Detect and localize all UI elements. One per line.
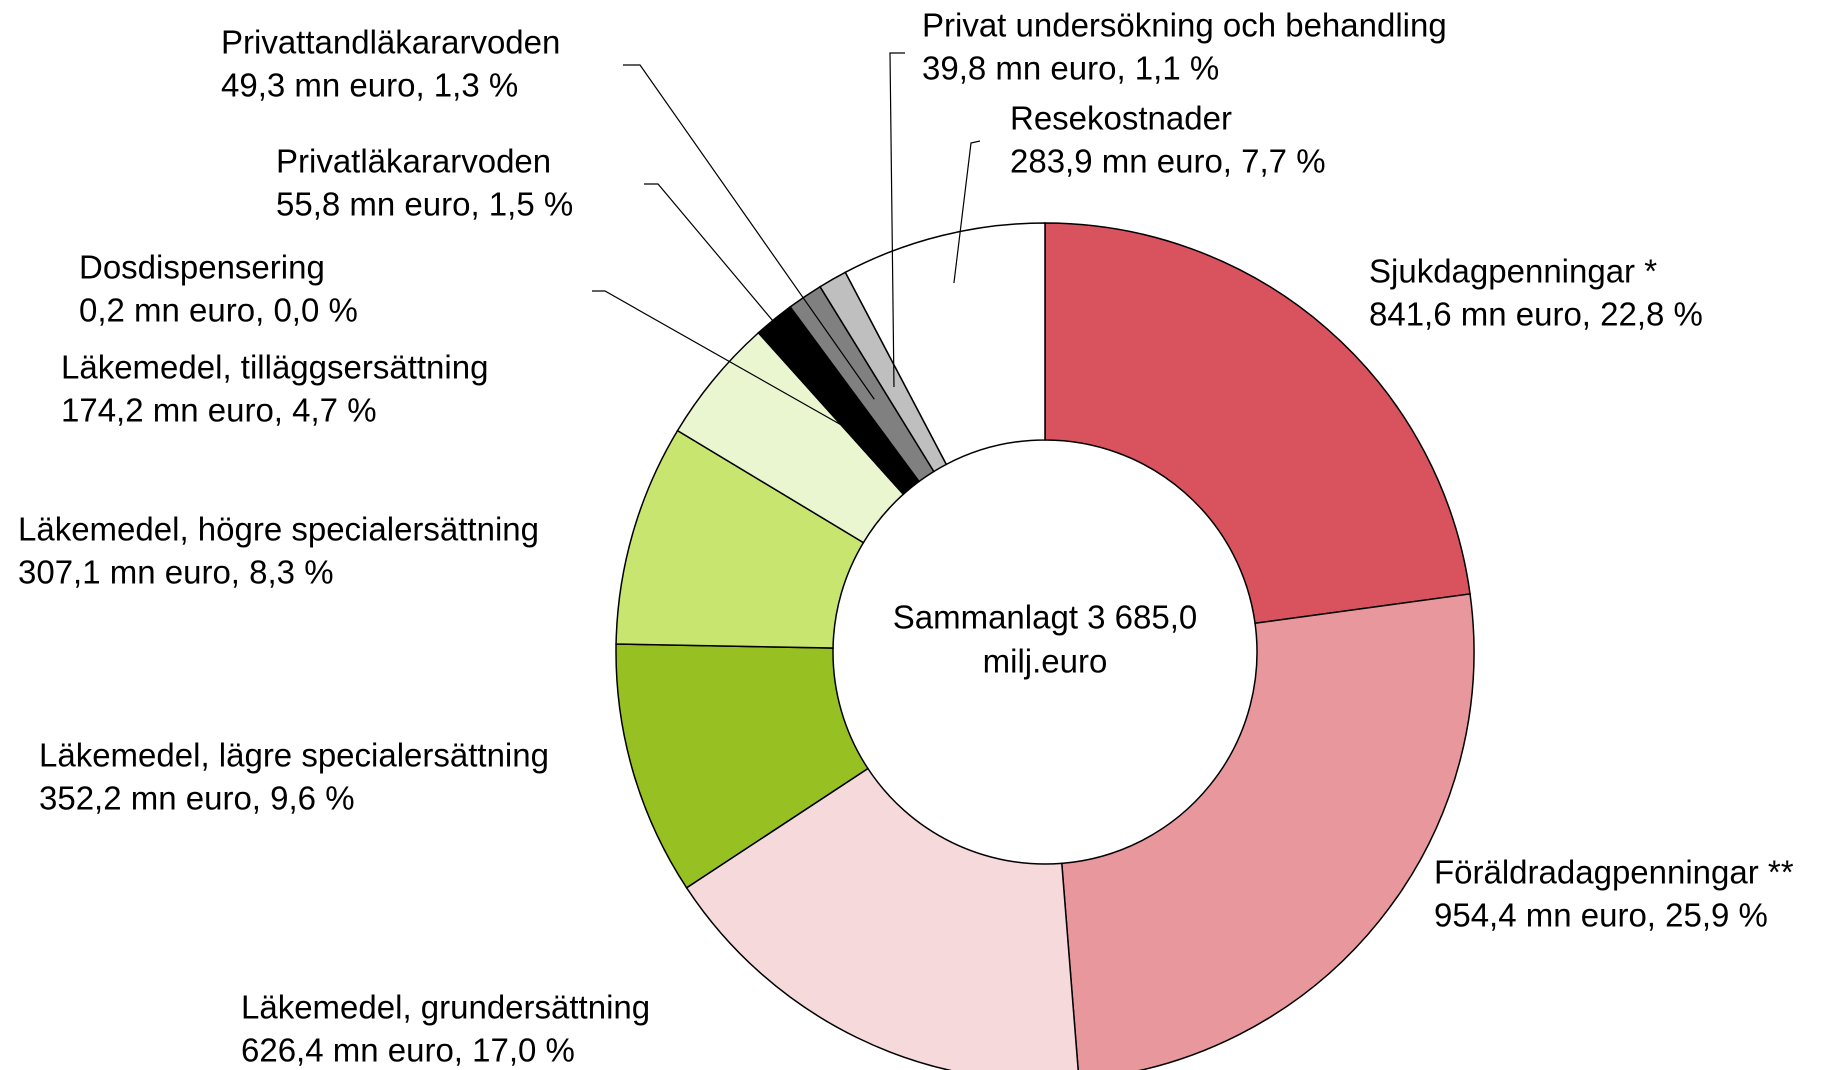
value-label: 174,2 mn euro, 4,7 % bbox=[61, 392, 377, 429]
slice-label: Sjukdagpenningar * bbox=[1369, 253, 1657, 290]
slice-label: Dosdispensering bbox=[79, 249, 325, 286]
leader-line bbox=[953, 140, 981, 284]
center-label: Sammanlagt 3 685,0 bbox=[893, 599, 1198, 636]
slices bbox=[615, 222, 1475, 1070]
slice bbox=[1060, 593, 1475, 1070]
value-label: 0,2 mn euro, 0,0 % bbox=[79, 292, 358, 329]
slice bbox=[1044, 222, 1471, 625]
value-label: 954,4 mn euro, 25,9 % bbox=[1434, 897, 1768, 934]
center-label: milj.euro bbox=[983, 643, 1108, 680]
value-label: 49,3 mn euro, 1,3 % bbox=[221, 67, 518, 104]
slice-label: Läkemedel, högre specialersättning bbox=[18, 511, 539, 548]
slice bbox=[685, 767, 1079, 1070]
value-label: 283,9 mn euro, 7,7 % bbox=[1010, 143, 1326, 180]
value-label: 626,4 mn euro, 17,0 % bbox=[241, 1032, 575, 1069]
value-label: 841,6 mn euro, 22,8 % bbox=[1369, 296, 1703, 333]
value-label: 352,2 mn euro, 9,6 % bbox=[39, 780, 355, 817]
slice bbox=[844, 222, 1046, 466]
leader-line bbox=[592, 290, 842, 426]
slice-label: Privatläkararvoden bbox=[276, 143, 551, 180]
slice-label: Läkemedel, lägre specialersättning bbox=[39, 737, 549, 774]
slice-label: Privat undersökning och behandling bbox=[922, 7, 1447, 44]
slice-label: Läkemedel, grundersättning bbox=[241, 989, 650, 1026]
leader-line bbox=[623, 64, 875, 400]
value-label: 307,1 mn euro, 8,3 % bbox=[18, 554, 334, 591]
value-label: 55,8 mn euro, 1,5 % bbox=[276, 186, 573, 223]
leader-line bbox=[889, 52, 905, 388]
leaders bbox=[592, 52, 981, 426]
slice-label: Resekostnader bbox=[1010, 100, 1232, 137]
slice-label: Privattandläkararvoden bbox=[221, 24, 560, 61]
slice-label: Läkemedel, tilläggsersättning bbox=[61, 349, 488, 386]
value-label: 39,8 mn euro, 1,1 % bbox=[922, 50, 1219, 87]
leader-line bbox=[644, 183, 853, 416]
slice-label: Föräldradagpenningar ** bbox=[1434, 854, 1794, 891]
